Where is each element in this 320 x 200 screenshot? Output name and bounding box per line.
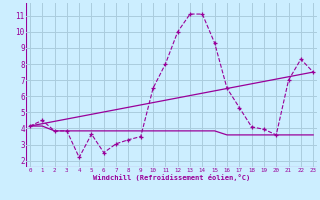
X-axis label: Windchill (Refroidissement éolien,°C): Windchill (Refroidissement éolien,°C) <box>93 174 250 181</box>
